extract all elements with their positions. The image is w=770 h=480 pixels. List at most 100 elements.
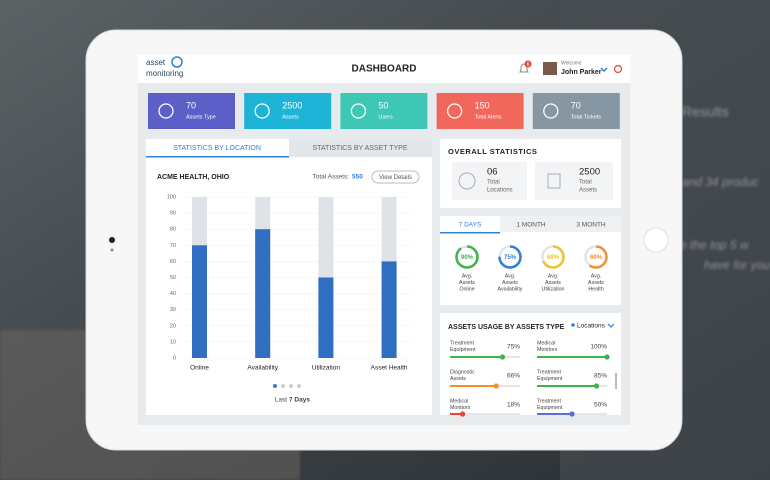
stat-value: 2500 xyxy=(579,167,600,178)
usage-label: Assets xyxy=(450,376,466,382)
pager-dot[interactable] xyxy=(289,384,293,388)
slider-knob[interactable] xyxy=(569,411,575,417)
tile-icon xyxy=(254,103,270,119)
summary-tile[interactable] xyxy=(148,93,235,129)
tile-label: Total Alerts xyxy=(475,114,502,120)
usage-label: Medical xyxy=(450,398,468,404)
tile-icon xyxy=(350,103,367,119)
usage-label: Treatment xyxy=(537,398,561,404)
y-tick-label: 80 xyxy=(170,227,176,233)
tab[interactable]: STATISTICS BY ASSET TYPE xyxy=(312,145,407,152)
usage-value: 66% xyxy=(507,373,520,380)
usage-label: Medical xyxy=(537,340,555,346)
usage-label: Monitors xyxy=(450,405,471,411)
stat-icon xyxy=(547,173,561,189)
user-name[interactable]: John Parker xyxy=(561,69,602,76)
y-tick-label: 100 xyxy=(167,194,176,200)
usage-label: Diagnostic xyxy=(450,369,475,375)
backdrop-text: and 34 produc xyxy=(682,175,759,189)
slider-knob[interactable] xyxy=(499,354,506,360)
panel-title: ASSETS USAGE BY ASSETS TYPE xyxy=(448,324,565,331)
tab[interactable]: 3 MONTH xyxy=(576,222,606,229)
slider-knob[interactable] xyxy=(604,354,610,360)
gauge-label: Assets xyxy=(545,280,561,286)
usage-label: Treatment xyxy=(537,369,561,375)
summary-tile[interactable] xyxy=(244,93,332,129)
stat-label: Assets xyxy=(579,188,597,194)
usage-value: 18% xyxy=(507,402,520,409)
y-tick-label: 30 xyxy=(170,307,176,313)
tile-label: Users xyxy=(378,114,393,120)
backdrop-text: Results xyxy=(682,104,729,120)
camera xyxy=(109,237,115,243)
usage-label: Equipment xyxy=(450,347,476,353)
bar xyxy=(192,245,207,358)
y-tick-label: 90 xyxy=(170,211,176,217)
stat-box xyxy=(452,162,527,200)
slider-knob[interactable] xyxy=(460,411,466,417)
logo-text: monitoring xyxy=(146,69,183,78)
filter-chevron[interactable] xyxy=(607,323,615,328)
user-chevron[interactable] xyxy=(600,67,608,73)
x-tick-label: Online xyxy=(190,365,209,372)
gauge-label: Assets xyxy=(502,280,518,286)
tab[interactable]: 7 DAYS xyxy=(459,222,482,229)
tab[interactable]: STATISTICS BY LOCATION xyxy=(173,145,261,152)
pager-dot[interactable] xyxy=(297,384,301,388)
stat-box xyxy=(535,162,613,200)
pin-icon xyxy=(571,323,575,327)
avatar[interactable] xyxy=(543,62,557,75)
gauge-label: Avg. xyxy=(548,273,559,279)
gauge-label: Health xyxy=(588,286,603,292)
gauge-label: Utilization xyxy=(542,286,565,292)
tab[interactable]: 1 MONTH xyxy=(516,222,546,229)
welcome: Welcome xyxy=(561,60,582,66)
footer-prefix: Last xyxy=(275,397,287,404)
summary-tile[interactable] xyxy=(436,93,524,129)
backdrop-text: re the top 5 w xyxy=(676,238,750,252)
y-tick-label: 0 xyxy=(173,355,176,361)
gauge-label: Assets xyxy=(459,280,475,286)
gauge-arc xyxy=(584,245,608,269)
tile-label: Total Tickets xyxy=(571,114,602,120)
summary-tile[interactable] xyxy=(340,93,428,129)
gauge-arc xyxy=(455,245,479,269)
x-tick-label: Asset Health xyxy=(371,365,408,372)
power-icon[interactable] xyxy=(613,64,623,74)
gauge-arc xyxy=(541,245,565,269)
backdrop-text: Results and 34 produc re the top 5 w have f… xyxy=(676,104,770,272)
tab-inactive[interactable] xyxy=(289,139,432,157)
total-label: Total Assets: xyxy=(313,174,350,181)
summary-tile[interactable] xyxy=(532,93,620,129)
y-tick-label: 20 xyxy=(170,323,176,329)
gauge-arc xyxy=(498,245,522,269)
bar xyxy=(255,229,271,358)
usage-label: Equipment xyxy=(537,405,563,411)
stat-label: Locations xyxy=(487,188,513,194)
tab-inactive[interactable] xyxy=(500,216,621,232)
tab-underline xyxy=(146,156,289,158)
tile-value: 50 xyxy=(378,100,388,110)
scrollbar[interactable] xyxy=(615,373,617,389)
stat-label: Total xyxy=(579,180,592,186)
filter[interactable]: Locations xyxy=(577,323,606,330)
home-button[interactable] xyxy=(643,227,669,253)
usage-panel xyxy=(440,313,621,415)
gauge-label: Avg. xyxy=(591,273,602,279)
slider-knob[interactable] xyxy=(493,383,499,389)
sensor xyxy=(110,248,114,252)
view-details-button[interactable] xyxy=(371,170,420,184)
gauge-value: 75% xyxy=(504,255,517,261)
y-tick-label: 10 xyxy=(170,339,176,345)
stat-label: Total xyxy=(487,180,500,186)
pager-dot[interactable] xyxy=(273,384,277,388)
button-label[interactable]: View Details xyxy=(379,175,412,181)
pager-dot[interactable] xyxy=(281,384,285,388)
gauge-value: 90% xyxy=(461,255,474,261)
tile-icon xyxy=(446,103,463,119)
slider-knob[interactable] xyxy=(593,383,600,389)
gauge-value: 60% xyxy=(590,255,603,261)
tile-value: 2500 xyxy=(282,100,302,110)
